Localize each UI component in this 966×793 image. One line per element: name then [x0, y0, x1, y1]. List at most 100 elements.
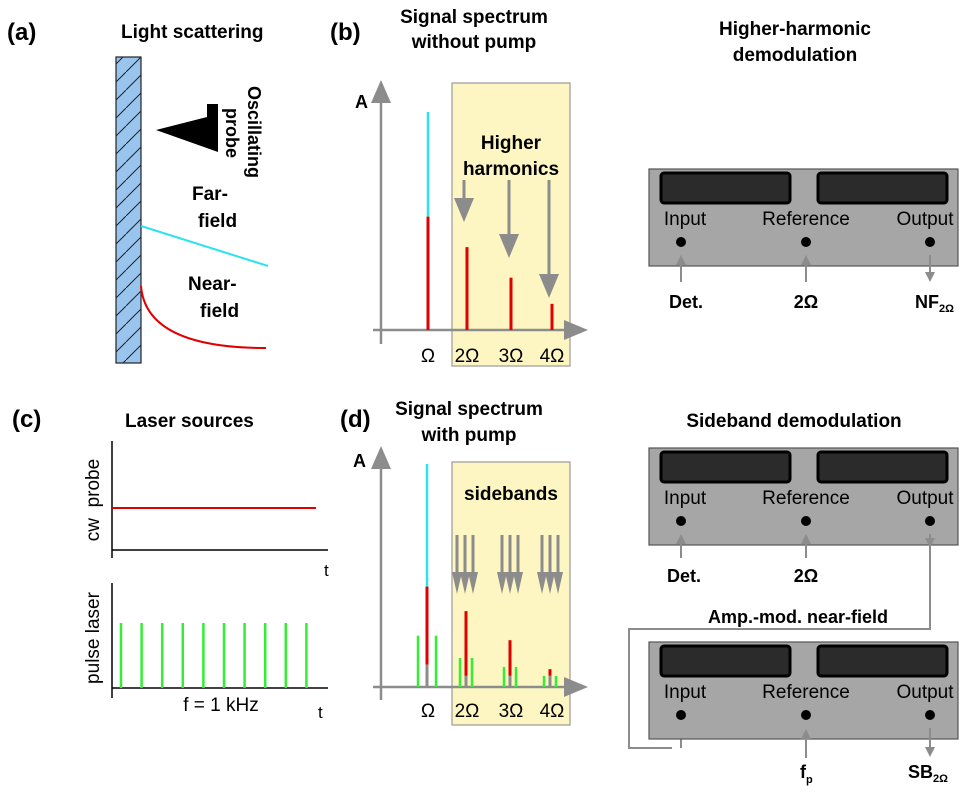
- hh-output-signal-sub: 2Ω: [939, 303, 954, 315]
- hh-output-label: Output: [896, 209, 954, 230]
- d-sideband-arrowhead-2-2: [468, 572, 478, 594]
- d-sideband-arrows: [452, 535, 563, 594]
- sb1-input-arrow: [676, 534, 686, 544]
- sb2-reference-signal-sub: p: [806, 774, 813, 786]
- sb2-reference-signal: fp: [800, 762, 813, 786]
- d-y-axis-label: A: [353, 451, 366, 471]
- panel-d-title-line1: Signal spectrum: [395, 399, 543, 420]
- hh-reference-signal: 2Ω: [794, 292, 818, 312]
- panel-a-title: Light scattering: [121, 22, 264, 43]
- sb1-output-label: Output: [896, 488, 954, 509]
- sb1-reference-label: Reference: [762, 488, 850, 509]
- hh-input-connector: [676, 237, 686, 247]
- sb1-reference-connector: [801, 516, 811, 526]
- b-spectrum-lines: [426, 112, 554, 330]
- sb2-output-signal-sub: 2Ω: [933, 773, 948, 785]
- probe-label-line2: probe: [222, 108, 242, 158]
- c-upper-t-label: t: [324, 561, 329, 580]
- sb2-reference-arrow: [801, 729, 811, 739]
- panel-c: (c) Laser sources cw probe t pulse laser…: [12, 406, 329, 722]
- pulse-train: [119, 623, 308, 688]
- panel-a-letter: (a): [7, 19, 36, 46]
- c-lower-ylabel: pulse laser: [83, 591, 104, 684]
- panel-c-letter: (c): [12, 406, 41, 433]
- b-tick-4: 4Ω: [540, 346, 565, 367]
- hh-input-signal: Det.: [669, 292, 703, 312]
- panel-b-letter: (b): [330, 19, 361, 46]
- sb-middle-label: Amp.-mod. near-field: [708, 607, 888, 627]
- farfield-label-line1: Far-: [192, 184, 228, 205]
- sb1-input-connector: [676, 516, 686, 526]
- b-y-axis-label: A: [355, 92, 368, 112]
- d-y-arrowhead: [371, 446, 391, 469]
- hh-output-arrow: [925, 272, 935, 282]
- sb2-display-left: [659, 644, 792, 678]
- panel-d-letter: (d): [340, 406, 371, 433]
- d-sideband-arrowhead-2-1: [460, 572, 470, 594]
- b-arrow-2: [454, 198, 474, 222]
- c-frequency-label: f = 1 kHz: [183, 695, 259, 716]
- hh-reference-connector: [801, 237, 811, 247]
- sample-hatching: [116, 57, 141, 363]
- farfield-ray: [140, 225, 269, 267]
- sb-connection-wire: [628, 534, 931, 749]
- d-sideband-arrowhead-4-1: [545, 572, 555, 594]
- sb-wire-arrow: [925, 538, 935, 548]
- sb1-display-right: [816, 450, 949, 484]
- d-sideband-arrowhead-4-0: [537, 572, 547, 594]
- sb1-input-label: Input: [664, 488, 707, 509]
- sideband-demodulation: Sideband demodulation Input Reference Ou…: [628, 411, 959, 786]
- hh-display-right: [816, 171, 949, 205]
- hh-display-left: [659, 171, 792, 205]
- d-sideband-arrowhead-3-1: [505, 572, 515, 594]
- b-y-arrowhead: [371, 80, 391, 103]
- hh-output-signal: NF2Ω: [915, 292, 954, 315]
- d-tick-2: 2Ω: [455, 701, 480, 722]
- nearfield-curve: [140, 285, 267, 349]
- panel-d: (d) Signal spectrum with pump A sideband…: [340, 399, 588, 726]
- hh-output-signal-main: NF: [915, 292, 939, 312]
- sb2-output-connector: [925, 710, 935, 720]
- b-x-arrowhead: [564, 320, 588, 340]
- d-x-arrowhead: [564, 677, 588, 697]
- d-tick-3: 3Ω: [499, 701, 524, 722]
- sb1-output-connector: [925, 516, 935, 526]
- nearfield-label-line1: Near-: [188, 274, 237, 295]
- panel-b: (b) Signal spectrum without pump A Highe…: [330, 7, 588, 367]
- higher-harmonic-demodulation: Higher-harmonic demodulation Input Refer…: [648, 19, 959, 315]
- hh-title-line2: demodulation: [733, 45, 858, 66]
- d-sideband-arrowhead-2-0: [452, 572, 462, 594]
- panel-b-title-line2: without pump: [411, 32, 537, 53]
- sb2-display-right: [816, 644, 949, 678]
- panel-a: (a) Light scattering Oscillating probe F…: [7, 19, 269, 364]
- probe-label-line1: Oscillating: [244, 86, 264, 178]
- sb2-reference-connector: [801, 710, 811, 720]
- probe-label: Oscillating probe: [222, 86, 264, 183]
- sb2-input-connector: [676, 710, 686, 720]
- sb1-display-left: [659, 450, 792, 484]
- b-harmonic-arrows: [454, 180, 559, 298]
- probe-tip: [156, 104, 218, 152]
- b-box-label-line2: harmonics: [463, 159, 559, 180]
- hh-reference-label: Reference: [762, 209, 850, 230]
- d-sideband-arrowhead-3-2: [513, 572, 523, 594]
- c-lower-t-label: t: [318, 703, 323, 722]
- b-tick-2: 2Ω: [455, 346, 480, 367]
- b-tick-3: 3Ω: [499, 346, 524, 367]
- d-tick-1: Ω: [421, 701, 435, 722]
- d-sideband-arrowhead-3-0: [497, 572, 507, 594]
- sb1-reference-arrow: [801, 534, 811, 544]
- sb2-output-label: Output: [896, 682, 954, 703]
- sb2-reference-signal-main: f: [800, 762, 807, 782]
- sb1-reference-signal: 2Ω: [794, 566, 818, 586]
- d-box-label: sidebands: [464, 484, 558, 505]
- b-box-label-line1: Higher: [481, 133, 542, 154]
- b-tick-1: Ω: [421, 346, 435, 367]
- farfield-label-line2: field: [198, 211, 237, 232]
- hh-input-label: Input: [664, 209, 707, 230]
- nearfield-label-line2: field: [200, 301, 239, 322]
- d-spectrum-lines: [416, 464, 558, 687]
- sb2-reference-label: Reference: [762, 682, 850, 703]
